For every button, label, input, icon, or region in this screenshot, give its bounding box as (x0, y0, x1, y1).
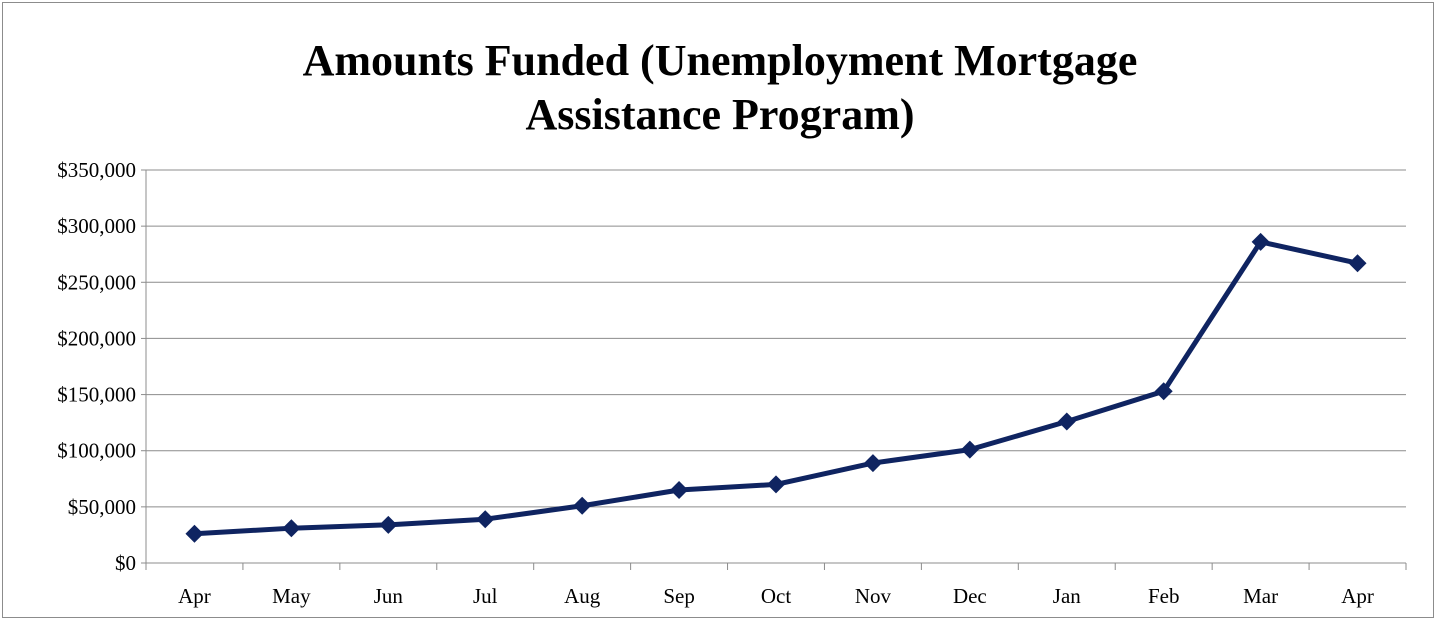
y-tick-label: $200,000 (57, 326, 136, 350)
x-tick-label: Apr (1341, 584, 1374, 608)
data-point (282, 519, 301, 538)
y-tick-label: $100,000 (57, 439, 136, 463)
data-point (1057, 412, 1076, 431)
data-point (476, 510, 495, 529)
x-tick-label: Mar (1243, 584, 1278, 608)
x-tick-label: Apr (178, 584, 211, 608)
data-point (379, 515, 398, 534)
data-point (1154, 382, 1173, 401)
chart-title: Amounts Funded (Unemployment Mortgage As… (0, 34, 1440, 142)
x-tick-label: Dec (953, 584, 987, 608)
chart-title-line-1: Amounts Funded (Unemployment Mortgage (302, 36, 1138, 85)
x-tick-label: Jan (1053, 584, 1081, 608)
y-tick-label: $350,000 (57, 158, 136, 182)
x-tick-label: Oct (761, 584, 791, 608)
x-tick-label: Aug (564, 584, 601, 608)
data-point (960, 440, 979, 459)
y-tick-label: $150,000 (57, 383, 136, 407)
y-tick-label: $250,000 (57, 270, 136, 294)
data-point (1251, 232, 1270, 251)
x-tick-label: May (272, 584, 311, 608)
y-tick-label: $0 (115, 551, 136, 575)
data-point (573, 496, 592, 515)
data-points (185, 232, 1367, 543)
data-point (185, 524, 204, 543)
data-point (767, 475, 785, 494)
x-tick-label: Nov (855, 584, 892, 608)
x-tick-label: Sep (663, 584, 695, 608)
x-axis: Apr May Jun Jul Aug Sep Oct Nov Dec Jan Feb Mar Apr (145, 562, 1407, 608)
y-tick-label: $50,000 (68, 495, 136, 519)
data-point (1348, 254, 1367, 273)
data-point (670, 481, 689, 500)
x-tick-label: Jun (374, 584, 404, 608)
x-tick-label: Jul (473, 584, 498, 608)
chart-title-line-2: Assistance Program) (525, 90, 915, 139)
y-tick-label: $300,000 (57, 214, 136, 238)
gridlines (146, 169, 1406, 564)
y-axis: $0 $50,000 $100,000 $150,000 $200,000 $250,00… (57, 158, 147, 575)
x-tick-label: Feb (1148, 584, 1180, 608)
data-point (863, 454, 882, 473)
